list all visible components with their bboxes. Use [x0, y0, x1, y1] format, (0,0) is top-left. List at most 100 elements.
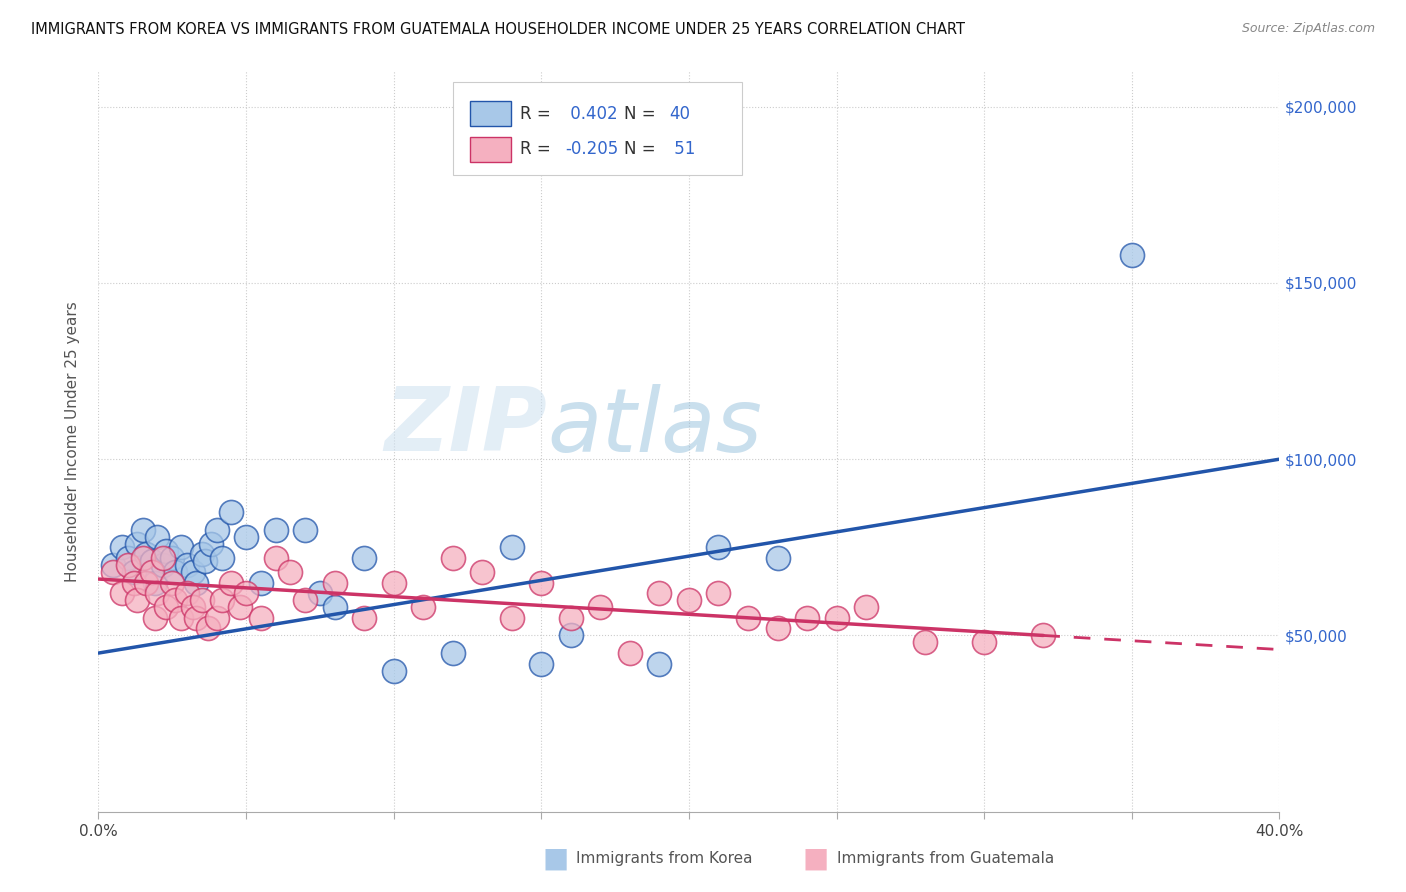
- Point: [205, 523, 228, 537]
- Point: [181, 565, 204, 579]
- Point: [143, 575, 166, 590]
- Point: [211, 593, 233, 607]
- Point: [152, 558, 174, 572]
- Point: [441, 646, 464, 660]
- Point: [155, 600, 177, 615]
- Point: [122, 565, 145, 579]
- Point: [382, 664, 405, 678]
- Point: [648, 657, 671, 671]
- Point: [111, 541, 134, 555]
- Point: [619, 646, 641, 660]
- FancyBboxPatch shape: [471, 136, 510, 161]
- Text: R =: R =: [520, 104, 555, 122]
- Point: [141, 565, 163, 579]
- Point: [235, 530, 257, 544]
- Point: [125, 593, 148, 607]
- Text: N =: N =: [624, 104, 661, 122]
- Text: N =: N =: [624, 140, 661, 158]
- Point: [737, 611, 759, 625]
- Point: [235, 586, 257, 600]
- Text: ZIP: ZIP: [384, 384, 547, 470]
- Point: [501, 611, 523, 625]
- Point: [501, 541, 523, 555]
- Point: [152, 550, 174, 565]
- Text: 51: 51: [669, 140, 695, 158]
- Point: [146, 530, 169, 544]
- Point: [589, 600, 612, 615]
- Point: [221, 505, 243, 519]
- Point: [471, 565, 494, 579]
- Point: [103, 558, 125, 572]
- Point: [194, 554, 217, 568]
- Point: [309, 586, 332, 600]
- Point: [176, 558, 198, 572]
- Point: [678, 593, 700, 607]
- Point: [825, 611, 848, 625]
- Point: [914, 635, 936, 649]
- Point: [122, 575, 145, 590]
- Point: [280, 565, 302, 579]
- Point: [353, 550, 375, 565]
- Point: [165, 593, 187, 607]
- Point: [205, 611, 228, 625]
- Point: [648, 586, 671, 600]
- Point: [155, 544, 177, 558]
- Point: [707, 586, 730, 600]
- Point: [294, 523, 316, 537]
- Point: [181, 600, 204, 615]
- Point: [176, 586, 198, 600]
- Point: [200, 537, 222, 551]
- Point: [143, 611, 166, 625]
- Text: Source: ZipAtlas.com: Source: ZipAtlas.com: [1241, 22, 1375, 36]
- Point: [973, 635, 995, 649]
- Point: [165, 565, 187, 579]
- FancyBboxPatch shape: [471, 101, 510, 126]
- Text: Immigrants from Guatemala: Immigrants from Guatemala: [837, 851, 1054, 865]
- Text: 0.402: 0.402: [565, 104, 617, 122]
- Point: [382, 575, 405, 590]
- Text: ■: ■: [803, 844, 828, 872]
- Point: [221, 575, 243, 590]
- Point: [560, 628, 582, 642]
- Text: Immigrants from Korea: Immigrants from Korea: [576, 851, 754, 865]
- Point: [184, 611, 207, 625]
- Point: [353, 611, 375, 625]
- Point: [323, 575, 346, 590]
- Point: [264, 550, 287, 565]
- Point: [170, 541, 193, 555]
- Point: [323, 600, 346, 615]
- Point: [135, 575, 157, 590]
- Text: ■: ■: [543, 844, 568, 872]
- FancyBboxPatch shape: [453, 82, 742, 175]
- Point: [530, 575, 553, 590]
- Text: -0.205: -0.205: [565, 140, 619, 158]
- Point: [412, 600, 434, 615]
- Text: 40: 40: [669, 104, 690, 122]
- Point: [111, 586, 134, 600]
- Point: [294, 593, 316, 607]
- Point: [191, 593, 214, 607]
- Point: [197, 621, 219, 635]
- Point: [560, 611, 582, 625]
- Point: [162, 575, 183, 590]
- Point: [229, 600, 252, 615]
- Point: [1032, 628, 1054, 642]
- Y-axis label: Householder Income Under 25 years: Householder Income Under 25 years: [65, 301, 80, 582]
- Point: [211, 550, 233, 565]
- Text: IMMIGRANTS FROM KOREA VS IMMIGRANTS FROM GUATEMALA HOUSEHOLDER INCOME UNDER 25 Y: IMMIGRANTS FROM KOREA VS IMMIGRANTS FROM…: [31, 22, 965, 37]
- Point: [441, 550, 464, 565]
- Point: [530, 657, 553, 671]
- Point: [125, 537, 148, 551]
- Point: [766, 621, 789, 635]
- Point: [162, 550, 183, 565]
- Point: [184, 575, 207, 590]
- Point: [132, 550, 155, 565]
- Point: [1121, 248, 1143, 262]
- Text: atlas: atlas: [547, 384, 762, 470]
- Point: [117, 558, 139, 572]
- Point: [117, 550, 139, 565]
- Point: [264, 523, 287, 537]
- Point: [146, 586, 169, 600]
- Point: [250, 575, 273, 590]
- Point: [132, 523, 155, 537]
